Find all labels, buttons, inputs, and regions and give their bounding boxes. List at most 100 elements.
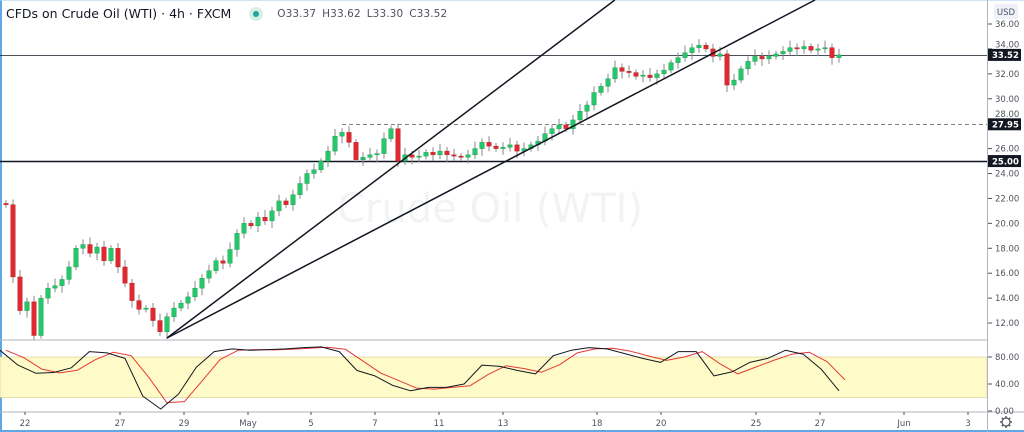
- candle-body-up: [311, 169, 317, 174]
- trend-line-2[interactable]: [166, 0, 816, 339]
- candle: [262, 210, 268, 225]
- candle-body-up: [815, 48, 821, 51]
- candle: [360, 152, 366, 166]
- horizontal-lines[interactable]: [0, 55, 987, 163]
- candle: [136, 294, 142, 315]
- candle: [430, 147, 436, 161]
- candle-body-down: [626, 71, 632, 73]
- trend-line-1[interactable]: [166, 0, 616, 339]
- candle-body-up: [192, 287, 198, 298]
- candle-body-up: [556, 124, 562, 129]
- price-axis[interactable]: 36.00 34.00 32.00 30.00 28.00 26.00 24.00 22.00…: [988, 20, 1021, 417]
- candle: [227, 242, 233, 268]
- candle-body-up: [437, 150, 443, 156]
- candle-body-down: [248, 223, 254, 227]
- candle-body-up: [752, 56, 758, 62]
- candle: [444, 146, 450, 162]
- candle-body-up: [255, 216, 261, 227]
- candle: [787, 40, 793, 56]
- candle-body-up: [199, 277, 205, 289]
- candle: [290, 189, 296, 211]
- candle-body-up: [52, 285, 58, 289]
- candle-body-up: [689, 47, 695, 53]
- candle-body-up: [717, 53, 723, 57]
- candle-body-down: [829, 47, 835, 58]
- candle: [304, 169, 310, 191]
- candle-body-up: [108, 248, 114, 261]
- time-tick-label: 27: [115, 419, 126, 429]
- candle: [472, 141, 478, 159]
- candle: [115, 243, 121, 274]
- candle-body-down: [115, 248, 121, 268]
- candle-body-up: [640, 74, 646, 77]
- candle: [619, 63, 625, 79]
- candle-body-down: [794, 47, 800, 50]
- price-tick-label: 20.00: [995, 219, 1019, 229]
- candle-body-down: [283, 200, 289, 205]
- candle-body-up: [213, 260, 219, 271]
- candle: [549, 124, 555, 141]
- candle: [129, 279, 135, 308]
- candle: [577, 104, 583, 125]
- currency-badge[interactable]: [994, 4, 1018, 19]
- candle: [101, 240, 107, 266]
- candle: [122, 259, 128, 288]
- candle: [556, 118, 562, 134]
- time-axis[interactable]: 22 27 29 May 5 7 11 13 18 20 25 27 Jun 3: [20, 412, 971, 429]
- oscillator-tick-label: 40.00: [995, 380, 1019, 390]
- candle: [241, 217, 247, 239]
- candle-body-up: [766, 56, 772, 60]
- gear-icon[interactable]: [1000, 416, 1012, 428]
- candle-body-down: [17, 276, 23, 311]
- candle: [150, 302, 156, 327]
- candle: [108, 245, 114, 264]
- chart-legend: CFDs on Crude Oil (WTI) · 4h · FXCM O33.…: [6, 6, 453, 21]
- candle: [185, 291, 191, 310]
- candle-body-up: [276, 200, 282, 212]
- symbol-title[interactable]: CFDs on Crude Oil (WTI) · 4h · FXCM: [6, 6, 232, 21]
- candle-body-up: [822, 47, 828, 50]
- candle: [31, 295, 37, 341]
- candle: [640, 69, 646, 83]
- time-tick-label: 5: [308, 419, 313, 429]
- candle-body-up: [318, 160, 324, 170]
- candle: [311, 163, 317, 179]
- candle-body-up: [339, 132, 345, 137]
- price-tick-label: 26.00: [995, 145, 1019, 155]
- candles: [3, 39, 842, 341]
- candle: [668, 59, 674, 74]
- candle: [248, 220, 254, 229]
- candle-body-down: [10, 204, 16, 278]
- candle: [318, 157, 324, 173]
- candle-body-up: [612, 67, 618, 80]
- candle: [213, 257, 219, 274]
- candle: [94, 242, 100, 261]
- candle: [3, 200, 9, 208]
- candle: [773, 50, 779, 60]
- candle-body-up: [507, 144, 513, 148]
- candle: [157, 313, 163, 336]
- candle: [171, 301, 177, 322]
- candle-body-down: [101, 246, 107, 261]
- candle-body-up: [360, 157, 366, 161]
- candle: [395, 123, 401, 168]
- candle-body-down: [353, 142, 359, 161]
- candle-body-up: [682, 52, 688, 58]
- candle: [437, 143, 443, 159]
- candle: [479, 138, 485, 156]
- candle: [605, 73, 611, 93]
- candle-body-up: [45, 287, 51, 299]
- trend-lines[interactable]: [166, 0, 816, 339]
- overbought-oversold-band: [0, 356, 988, 398]
- price-tick-label: 22.00: [995, 194, 1019, 204]
- candle-body-up: [171, 307, 177, 318]
- candle-body-up: [801, 46, 807, 50]
- time-tick-label: 11: [434, 419, 445, 429]
- candle-body-up: [374, 153, 380, 156]
- candle: [24, 297, 30, 318]
- candle: [647, 67, 653, 82]
- candle-body-up: [787, 47, 793, 52]
- candle: [346, 126, 352, 148]
- candle: [745, 56, 751, 75]
